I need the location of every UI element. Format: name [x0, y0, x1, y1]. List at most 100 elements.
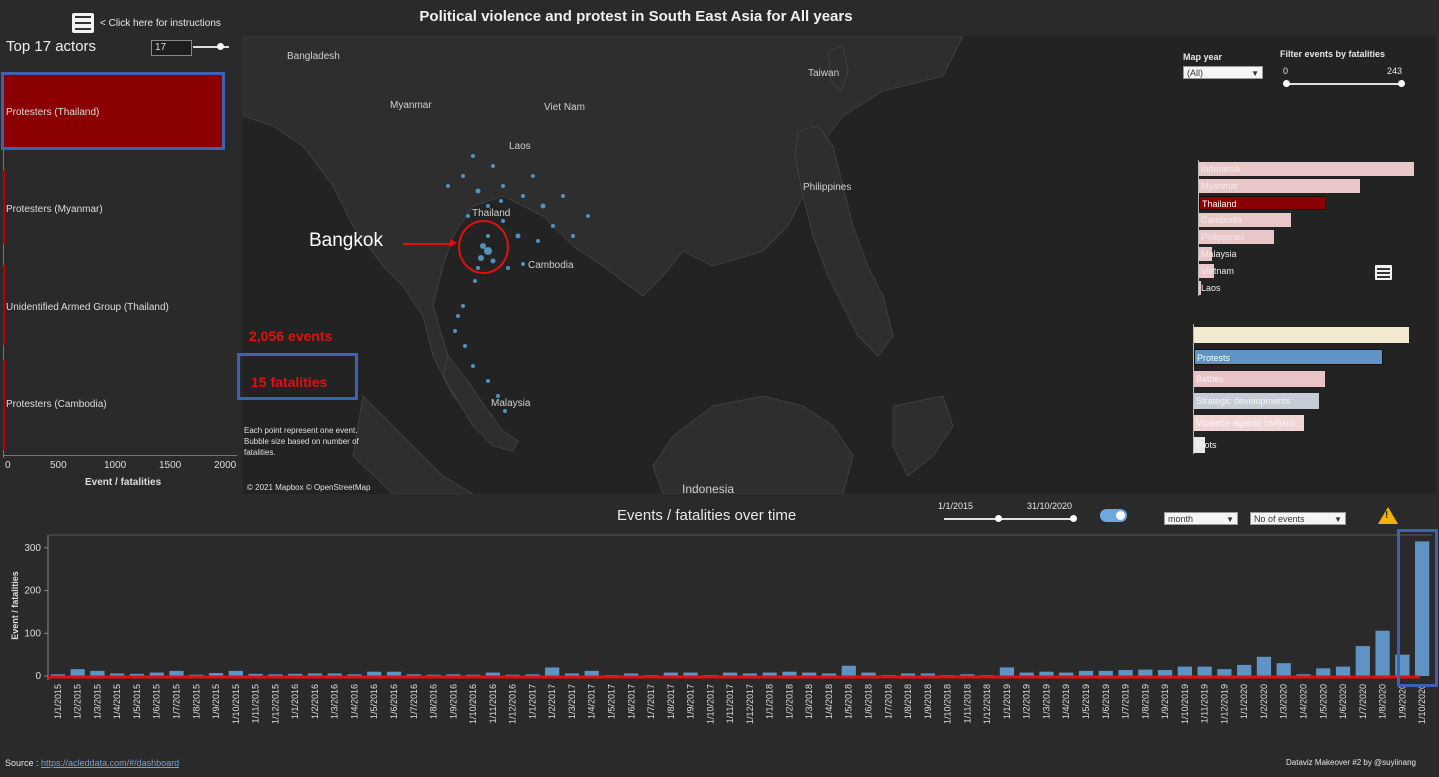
actor-bar-unidentified-armed-group[interactable]: [3, 265, 5, 345]
timeline-bar[interactable]: [1335, 666, 1351, 676]
timeline-bar[interactable]: [347, 674, 362, 676]
timeline-bar[interactable]: [545, 667, 560, 676]
timeline-bar[interactable]: [268, 674, 283, 676]
map-year-select[interactable]: (All) ▼: [1183, 66, 1263, 79]
timeline-bar[interactable]: [367, 671, 382, 676]
timeline-bar[interactable]: [50, 674, 66, 676]
timeline-bar[interactable]: [683, 672, 698, 676]
timeline-bar[interactable]: [999, 667, 1015, 676]
timeline-bar[interactable]: [782, 671, 797, 676]
timeline-bar[interactable]: [426, 674, 441, 676]
fatalities-slider-min-knob[interactable]: [1283, 80, 1290, 87]
fatalities-toggle[interactable]: [1100, 509, 1127, 522]
map-attribution[interactable]: © 2021 Mapbox © OpenStreetMap: [247, 483, 371, 492]
timeline-bar[interactable]: [307, 673, 323, 676]
timeline-bar[interactable]: [446, 674, 461, 676]
event-type-bar[interactable]: Strategic developments: [1194, 393, 1319, 409]
timeline-bar[interactable]: [248, 673, 263, 676]
event-type-bar[interactable]: Violence against civilians: [1194, 415, 1304, 431]
timeline-bar[interactable]: [1197, 666, 1212, 676]
timeline-bar[interactable]: [208, 673, 224, 676]
timeline-bar[interactable]: [169, 670, 184, 676]
event-type-bar[interactable]: Riots: [1194, 437, 1217, 453]
timeline-bar[interactable]: [1414, 541, 1430, 676]
fatalities-slider[interactable]: [1283, 80, 1405, 87]
country-bar[interactable]: Cambodia: [1199, 213, 1292, 227]
timeline-bar[interactable]: [1039, 671, 1054, 676]
timeline-bar[interactable]: [742, 673, 758, 676]
timeline-bar[interactable]: [564, 673, 580, 676]
event-type-bar[interactable]: Protests: [1194, 349, 1384, 365]
timeline-bar[interactable]: [1375, 630, 1390, 676]
actor-bar-protesters-thailand[interactable]: [3, 76, 223, 148]
timeline-bar[interactable]: [900, 673, 916, 676]
timeline-bar[interactable]: [802, 672, 817, 676]
date-range-slider[interactable]: [944, 515, 1077, 522]
timeline-bar[interactable]: [1237, 664, 1252, 676]
top-n-slider-knob[interactable]: [217, 43, 224, 50]
timeline-bar-chart[interactable]: 0 100 200 300 Event / fatalities 1/1/2015 1/2/…: [0, 533, 1439, 758]
timeline-bar[interactable]: [1118, 670, 1133, 676]
timeline-bar[interactable]: [821, 673, 837, 676]
timeline-bar[interactable]: [624, 673, 639, 676]
timeline-bar[interactable]: [920, 673, 935, 676]
timeline-bar[interactable]: [70, 669, 85, 676]
instructions-link[interactable]: < Click here for instructions: [100, 18, 221, 29]
country-bar[interactable]: Myanmar: [1199, 179, 1361, 193]
top-n-slider[interactable]: [193, 43, 229, 50]
timeline-bar[interactable]: [1098, 670, 1113, 676]
timeline-bar[interactable]: [1256, 656, 1272, 676]
timeline-bar[interactable]: [960, 674, 975, 676]
timeline-bar[interactable]: [722, 672, 738, 676]
timeline-bar[interactable]: [1276, 663, 1291, 676]
date-slider-start-knob[interactable]: [995, 515, 1002, 522]
timeline-bar[interactable]: [1019, 672, 1034, 676]
event-map[interactable]: Bangladesh Myanmar Viet Nam Taiwan Laos …: [243, 36, 1436, 494]
actor-bar-protesters-cambodia[interactable]: [3, 360, 5, 450]
country-bar[interactable]: Laos: [1199, 281, 1221, 295]
event-type-bar[interactable]: Battles: [1194, 371, 1326, 387]
country-bar[interactable]: Philippines: [1199, 230, 1275, 244]
timeline-bar[interactable]: [1316, 668, 1331, 676]
timeline-bar[interactable]: [1296, 674, 1311, 676]
timeline-bar[interactable]: [465, 674, 481, 676]
timeline-bar[interactable]: [110, 673, 125, 676]
timeline-bar[interactable]: [228, 670, 243, 676]
timeline-bar[interactable]: [90, 670, 105, 676]
timeline-bar[interactable]: [505, 674, 520, 676]
timeline-bar[interactable]: [327, 673, 342, 676]
timeline-bar[interactable]: [525, 674, 540, 676]
timeline-bar[interactable]: [861, 672, 876, 676]
measure-select[interactable]: No of events ▼: [1250, 512, 1346, 525]
timeline-bar[interactable]: [1157, 670, 1173, 676]
timeline-bar[interactable]: [663, 672, 678, 676]
top-n-input[interactable]: 17: [151, 40, 192, 56]
source-link[interactable]: https://acleddata.com/#/dashboard: [41, 758, 180, 768]
timeline-bar[interactable]: [288, 673, 303, 676]
timeline-bar[interactable]: [584, 670, 599, 676]
country-bar[interactable]: Thailand: [1199, 196, 1326, 210]
menu-icon[interactable]: [1375, 265, 1392, 280]
timeline-bar[interactable]: [1355, 646, 1370, 676]
timeline-bar[interactable]: [485, 672, 500, 676]
timeline-bar[interactable]: [841, 665, 856, 676]
country-bar[interactable]: Vietnam: [1199, 264, 1234, 278]
timeline-bar[interactable]: [149, 672, 164, 676]
event-type-bar[interactable]: [1194, 327, 1409, 343]
timeline-bar[interactable]: [406, 674, 421, 676]
actor-bar-protesters-myanmar[interactable]: [3, 170, 5, 244]
timeline-bar[interactable]: [189, 674, 204, 676]
date-slider-end-knob[interactable]: [1070, 515, 1077, 522]
timeline-bar[interactable]: [1138, 669, 1153, 676]
country-bar[interactable]: Indonesia: [1199, 162, 1414, 176]
country-bar[interactable]: Malaysia: [1199, 247, 1237, 261]
timeline-bar[interactable]: [1059, 672, 1074, 676]
instructions-menu-icon[interactable]: [72, 13, 94, 33]
fatalities-slider-max-knob[interactable]: [1398, 80, 1405, 87]
timeline-bar[interactable]: [762, 672, 777, 676]
warning-icon[interactable]: [1378, 507, 1398, 524]
timeline-bar[interactable]: [129, 673, 145, 676]
granularity-select[interactable]: month ▼: [1164, 512, 1238, 525]
timeline-bar[interactable]: [1078, 670, 1094, 676]
timeline-bar[interactable]: [386, 671, 402, 676]
